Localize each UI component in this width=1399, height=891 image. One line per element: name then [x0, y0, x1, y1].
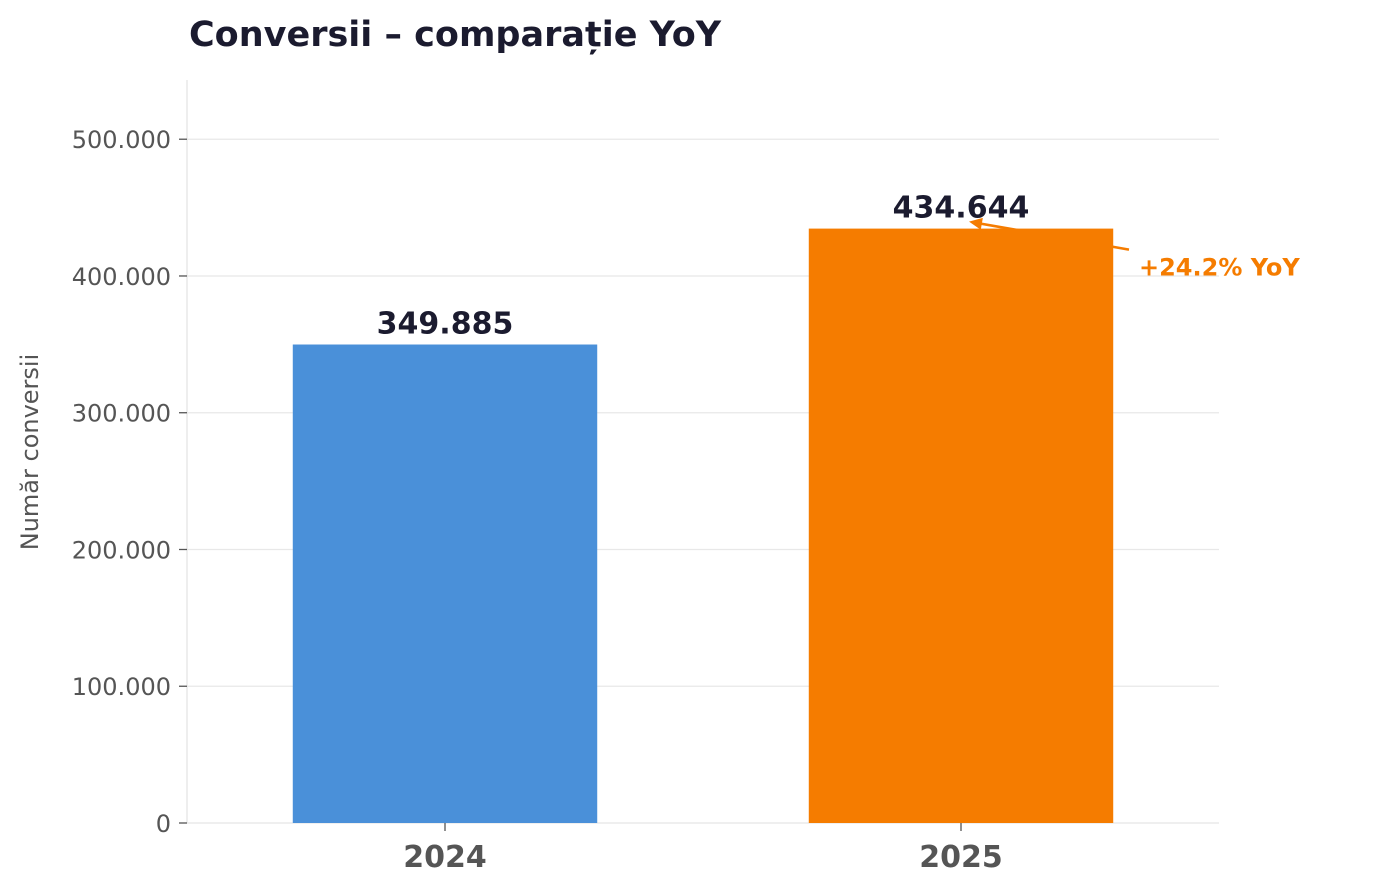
x-tick-label: 2024 [403, 840, 487, 875]
y-tick-label: 300.000 [72, 400, 171, 428]
y-tick-label: 400.000 [72, 263, 171, 291]
chart-title: Conversii – comparație YoY [189, 15, 722, 55]
labels: 349.885 434.644 [377, 191, 1030, 342]
y-tick-label: 200.000 [72, 536, 171, 564]
x-tick-label: 2025 [919, 840, 1003, 875]
annotation-arrow-head [969, 217, 983, 230]
annotation-arrow-line [976, 221, 1130, 251]
annotation: +24.2% YoY [969, 217, 1300, 282]
axes: 0 100.000 200.000 300.000 400.000 500.000 2024… [72, 80, 1219, 875]
annotation-text: +24.2% YoY [1139, 254, 1300, 282]
bars [292, 228, 1114, 824]
y-tick-label: 500.000 [72, 126, 171, 154]
y-axis-label: Număr conversii [16, 354, 44, 551]
bar-2024 [292, 344, 598, 823]
y-tick-label: 100.000 [72, 673, 171, 701]
bar-value-label: 349.885 [377, 307, 514, 342]
y-tick-label: 0 [156, 810, 171, 838]
bar-value-label: 434.644 [893, 191, 1030, 226]
bar-2025 [808, 228, 1114, 824]
